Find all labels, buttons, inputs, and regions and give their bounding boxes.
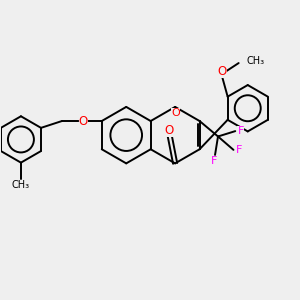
Text: F: F [236,146,242,155]
Text: O: O [79,115,88,128]
Text: CH₃: CH₃ [247,56,265,66]
Text: O: O [171,108,180,118]
Text: O: O [165,124,174,136]
Text: CH₃: CH₃ [12,180,30,190]
Text: F: F [237,125,244,136]
Text: O: O [218,64,227,78]
Text: F: F [211,156,218,167]
